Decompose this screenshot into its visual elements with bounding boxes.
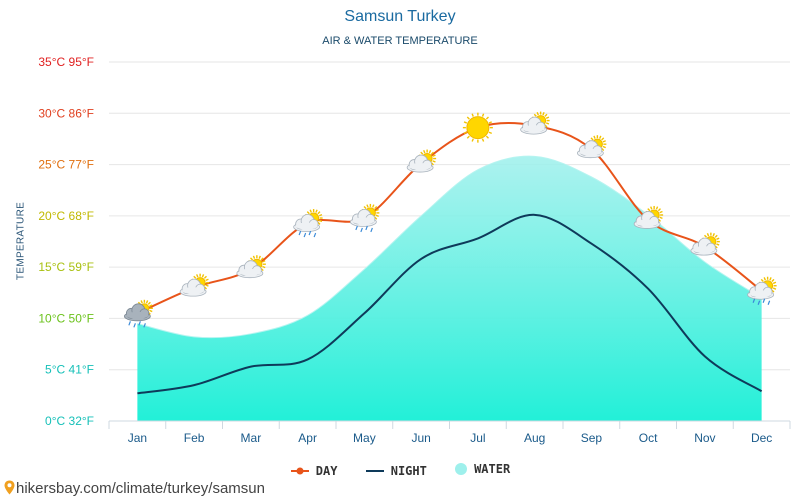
partly-cloudy-rain-icon <box>747 276 777 305</box>
y-tick-label: 15°C 59°F <box>38 260 94 274</box>
legend-item-water[interactable]: WATER <box>454 462 510 476</box>
x-tick-label: Aug <box>524 431 545 445</box>
partly-cloudy-rain-icon <box>349 203 380 233</box>
legend-label-water: WATER <box>474 462 511 476</box>
partly-cloudy-icon <box>633 205 664 229</box>
y-axis-label: TEMPERATURE <box>15 201 27 281</box>
partly-cloudy-rain-icon <box>293 209 323 238</box>
map-pin-icon <box>4 480 15 495</box>
legend: DAY NIGHT WATER <box>0 462 800 479</box>
y-tick-label: 5°C 41°F <box>45 363 94 377</box>
partly-cloudy-icon <box>406 149 437 173</box>
partly-cloudy-icon <box>690 232 720 256</box>
water-series-area <box>137 156 762 422</box>
day-line-icon <box>290 467 309 475</box>
partly-cloudy-icon <box>520 111 550 135</box>
y-tick-label: 10°C 50°F <box>38 311 94 325</box>
axes: 0°C 32°F 5°C 41°F 10°C 50°F 15°C 59°F 20°C 6… <box>38 55 791 445</box>
x-tick-label: Sep <box>581 431 603 445</box>
weather-icons <box>123 111 777 328</box>
source-link[interactable]: hikersbay.com/climate/turkey/samsun <box>4 480 265 497</box>
legend-label-day: DAY <box>315 464 338 478</box>
x-tick-label: Feb <box>184 431 205 445</box>
x-tick-label: Jul <box>470 431 485 445</box>
sun-icon <box>462 112 493 143</box>
source-text: hikersbay.com/climate/turkey/samsun <box>16 480 265 497</box>
partly-cloudy-icon <box>236 255 266 279</box>
x-tick-label: Oct <box>639 431 658 445</box>
y-tick-label: 20°C 68°F <box>38 209 94 223</box>
x-tick-label: Dec <box>751 431 772 445</box>
legend-label-night: NIGHT <box>390 464 427 478</box>
x-tick-label: Mar <box>241 431 262 445</box>
night-series-line <box>137 213 763 395</box>
chart-subtitle: AIR & WATER TEMPERATURE <box>322 35 478 47</box>
x-tick-label: Jun <box>411 431 430 445</box>
x-tick-label: May <box>353 431 376 445</box>
x-tick-label: Nov <box>694 431 715 445</box>
y-tick-label: 35°C 95°F <box>38 55 94 69</box>
legend-item-night[interactable]: NIGHT <box>365 464 427 478</box>
water-dot-icon <box>455 463 468 475</box>
y-tick-label: 25°C 77°F <box>38 158 94 172</box>
x-tick-label: Jan <box>128 431 147 445</box>
night-line-icon <box>365 470 384 472</box>
rain-cloud-icon <box>123 299 153 328</box>
chart-title: Samsun Turkey <box>344 8 456 25</box>
partly-cloudy-icon <box>179 273 210 297</box>
y-tick-label: 30°C 86°F <box>38 106 94 120</box>
x-tick-label: Apr <box>298 431 317 445</box>
y-tick-label: 0°C 32°F <box>45 414 94 428</box>
partly-cloudy-icon <box>576 135 607 159</box>
legend-item-day[interactable]: DAY <box>290 464 338 478</box>
water-area <box>137 155 762 422</box>
